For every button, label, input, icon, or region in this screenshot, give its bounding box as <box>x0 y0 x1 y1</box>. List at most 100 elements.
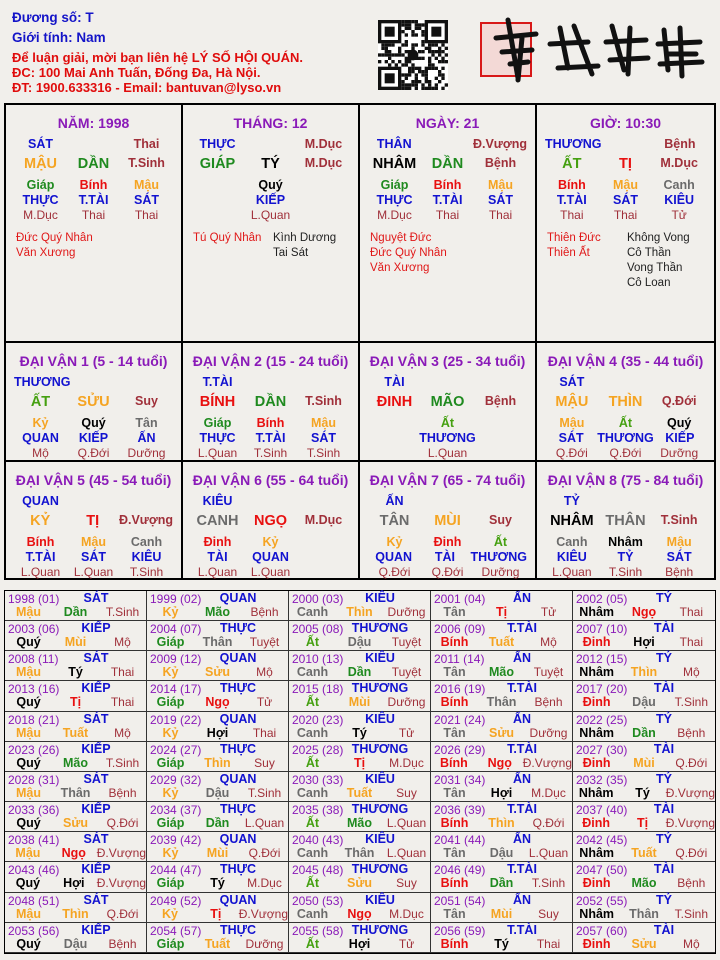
year-life-stage: Bệnh <box>534 695 563 710</box>
year-life-stage: Mộ <box>114 725 131 740</box>
year-cell: 2006 (09) T.TÀI Bính Tuất Mộ <box>431 621 573 652</box>
year-ten-god: ẤN <box>512 832 532 847</box>
ten-god-top: ẤN <box>385 494 404 508</box>
year-label: 2016 (19) <box>434 682 486 697</box>
year-label: 2027 (30) <box>576 742 628 757</box>
year-life-stage: Suy <box>396 785 417 800</box>
cell-title: NGÀY: 21 <box>415 115 480 131</box>
year-ten-god: QUAN <box>219 832 257 847</box>
hidden-ten-god: THƯƠNG <box>470 550 527 564</box>
year-cell: 2013 (16) KIẾP Quý Tị Thai <box>5 681 147 712</box>
year-label: 2021 (24) <box>434 712 486 727</box>
year-stem: Mậu <box>16 785 41 800</box>
hidden-life-stage: Dưỡng <box>660 446 699 460</box>
year-stem: Tân <box>443 906 466 921</box>
hidden-ten-god: TỶ <box>617 550 634 564</box>
earthly-branch: THÂN <box>605 513 646 529</box>
hidden-stem: Mậu <box>311 416 336 430</box>
dai-van-cell: ĐẠI VẬN 7 (65 - 74 tuổi) ẤN TÂN MÙI Suy Kỷ Đin… <box>360 462 537 579</box>
cell-title: ĐẠI VẬN 2 (15 - 24 tuổi) <box>192 353 349 369</box>
year-branch: Ngọ <box>61 846 86 861</box>
heavenly-stem: KỶ <box>30 513 51 529</box>
year-cell: 2007 (10) TÀI Đinh Hợi Thai <box>573 621 715 652</box>
year-life-stage: Bệnh <box>677 725 706 740</box>
year-ten-god: T.TÀI <box>507 802 537 817</box>
heavenly-stem: CANH <box>196 513 239 529</box>
hidden-ten-god: T.TÀI <box>78 193 109 207</box>
year-cell: 2039 (42) QUAN Kỷ Mùi Q.Đới <box>147 832 289 863</box>
year-label: 2036 (39) <box>434 803 486 818</box>
ten-god-top: SÁT <box>28 137 53 151</box>
hidden-life-stage: T.Sinh <box>608 565 643 579</box>
qr-code[interactable] <box>378 20 448 90</box>
year-branch: Sửu <box>488 725 515 740</box>
year-stem: Giáp <box>156 816 185 831</box>
dai-van-cell: ĐẠI VẬN 3 (25 - 34 tuổi) TÀI ĐINH MÃO Bệnh Ất… <box>360 343 537 462</box>
year-ten-god: QUAN <box>219 771 257 786</box>
hidden-stem: Quý <box>667 416 692 430</box>
hidden-life-stage: Q.Đới <box>378 565 411 579</box>
hidden-life-stage: L.Quan <box>250 208 291 222</box>
year-life-stage: Suy <box>254 755 275 770</box>
year-cell: 2011 (14) ẤN Tân Mão Tuyệt <box>431 651 573 682</box>
year-branch: Mùi <box>633 755 655 770</box>
year-ten-god: T.TÀI <box>507 922 537 937</box>
hidden-life-stage: Q.Đới <box>77 446 110 460</box>
dai-van-cell: ĐẠI VẬN 2 (15 - 24 tuổi) T.TÀI BÍNH DẦN T.Si… <box>183 343 360 462</box>
year-cell: 2009 (12) QUAN Kỷ Sửu Mộ <box>147 651 289 682</box>
empty-slot <box>297 178 350 192</box>
hidden-life-stage: Dưỡng <box>481 565 520 579</box>
year-life-stage: Q.Đới <box>106 906 139 921</box>
year-stem: Quý <box>16 816 41 831</box>
year-life-stage: Tử <box>398 936 415 951</box>
year-label: 2023 (26) <box>8 742 60 757</box>
pillar-cell: NGÀY: 21 THÂN Đ.Vượng NHÂM DẦN Bệnh Giáp Bính Mậ… <box>360 105 537 343</box>
earthly-branch: TỊ <box>619 156 632 172</box>
year-life-stage: Bệnh <box>108 785 137 800</box>
empty-slot <box>191 193 244 207</box>
empty-slot <box>122 375 173 389</box>
year-branch: Dậu <box>347 635 372 650</box>
year-cell: 2030 (33) KIÊU Canh Tuất Suy <box>289 771 431 803</box>
hidden-stem: Nhâm <box>608 535 643 549</box>
hidden-life-stage: L.Quan <box>250 565 291 579</box>
year-branch: Mùi <box>348 695 371 710</box>
year-stem: Nhâm <box>579 846 615 861</box>
cell-title: ĐẠI VẬN 8 (75 - 84 tuổi) <box>547 472 704 488</box>
year-stem: Canh <box>296 725 329 740</box>
year-stem: Ất <box>305 695 320 710</box>
year-cell: 2048 (51) SÁT Mậu Thìn Q.Đới <box>5 892 147 923</box>
year-branch: Mùi <box>206 846 229 861</box>
year-ten-god: TÀI <box>653 922 675 937</box>
hidden-life-stage: Thai <box>435 208 460 222</box>
ten-god-top: TÀI <box>384 375 405 389</box>
year-cell: 2056 (59) T.TÀI Bính Tý Thai <box>431 922 573 953</box>
year-branch: Ngọ <box>205 695 230 710</box>
year-stem: Bính <box>440 635 469 650</box>
empty-slot <box>368 431 419 445</box>
year-ten-god: THƯƠNG <box>351 862 409 877</box>
year-branch: Mão <box>63 755 88 770</box>
year-life-stage: M.Dục <box>531 785 566 800</box>
year-stem: Ất <box>305 816 320 831</box>
hidden-life-stage: L.Quan <box>20 565 61 579</box>
year-stem: Giáp <box>156 755 185 770</box>
empty-slot <box>70 375 121 389</box>
hidden-life-stage: Thai <box>81 208 106 222</box>
year-life-stage: Đ.Vượng <box>96 846 146 861</box>
year-label: 2006 (09) <box>434 622 486 637</box>
year-life-stage: Q.Đới <box>675 846 708 861</box>
empty-slot <box>297 550 350 564</box>
year-cell: 2052 (55) TỶ Nhâm Thân T.Sinh <box>573 893 715 923</box>
year-branch: Mão <box>489 665 514 680</box>
year-branch: Dần <box>489 876 514 891</box>
year-ten-god: KIẾP <box>81 741 111 756</box>
year-branch: Tý <box>494 936 509 951</box>
year-branch: Dậu <box>489 846 514 861</box>
year-ten-god: QUAN <box>219 651 257 666</box>
year-stem: Nhâm <box>578 785 614 800</box>
year-cell: 2041 (44) ẤN Tân Dậu L.Quan <box>431 832 573 863</box>
hidden-ten-god: KIÊU <box>664 193 695 207</box>
year-stem: Bính <box>440 936 469 951</box>
hidden-stem: Mậu <box>612 178 638 192</box>
